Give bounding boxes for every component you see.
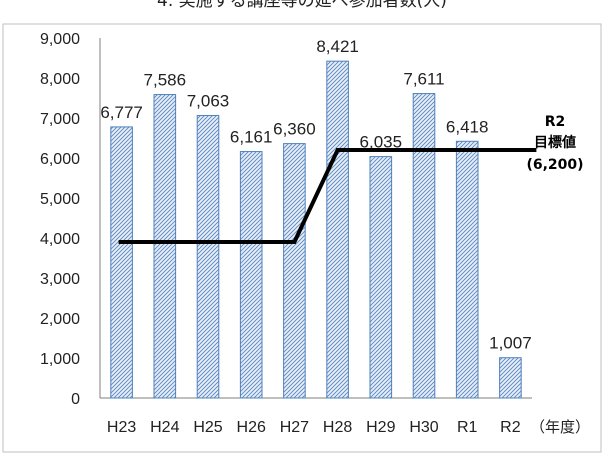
data-label: 1,007 [489, 334, 532, 353]
data-label: 7,063 [187, 91, 230, 110]
data-label: 6,418 [446, 117, 489, 136]
data-label: 6,777 [100, 103, 143, 122]
y-tick-label: 5,000 [40, 191, 80, 208]
target-annotation-line: R2 [545, 114, 566, 130]
x-tick-label: H30 [409, 419, 438, 436]
x-tick-label: H23 [107, 419, 136, 436]
data-label: 6,161 [230, 128, 273, 147]
x-tick-label: H24 [150, 419, 179, 436]
y-tick-label: 9,000 [40, 31, 80, 48]
y-tick-label: 6,000 [40, 151, 80, 168]
y-tick-label: 3,000 [40, 271, 80, 288]
bar-H29 [369, 156, 393, 399]
y-tick-label: 1,000 [40, 351, 80, 368]
x-tick-label: H27 [280, 419, 309, 436]
x-axis-unit: （年度） [530, 418, 590, 436]
x-tick-label: R1 [457, 419, 478, 436]
y-tick-label: 7,000 [40, 111, 80, 128]
bar-R1 [455, 140, 479, 399]
x-tick-label: R2 [500, 419, 521, 436]
target-annotation: R2 目標値 (6,200) [526, 114, 583, 173]
bar-H30 [412, 93, 436, 399]
data-label: 6,360 [273, 120, 316, 139]
x-tick-label: H28 [323, 419, 352, 436]
bar-H28 [326, 60, 349, 399]
data-label: 6,035 [360, 133, 403, 152]
data-label: 7,586 [144, 71, 187, 90]
bar-H27 [283, 143, 306, 399]
x-tick-label: H26 [237, 419, 266, 436]
bar-H25 [196, 114, 220, 399]
x-tick-label: H29 [366, 419, 395, 436]
data-label: 8,421 [316, 37, 359, 56]
y-tick-label: 2,000 [40, 311, 80, 328]
bar-R2 [499, 357, 522, 399]
data-label: 7,611 [403, 70, 444, 89]
y-tick-label: 4,000 [40, 231, 80, 248]
plot-border [2, 23, 602, 453]
bar-H23 [110, 126, 133, 399]
target-annotation-line: (6,200) [526, 157, 583, 173]
x-tick-label: H25 [193, 419, 222, 436]
bar-H26 [239, 151, 263, 399]
y-tick-label: 8,000 [40, 71, 80, 88]
target-annotation-line: 目標値 [534, 134, 576, 151]
bar-H24 [153, 94, 177, 399]
chart-title: 4. 実施する講座等の延べ参加者数(人) [157, 0, 447, 11]
target-line [118, 148, 537, 244]
y-tick-label: 0 [71, 391, 80, 408]
